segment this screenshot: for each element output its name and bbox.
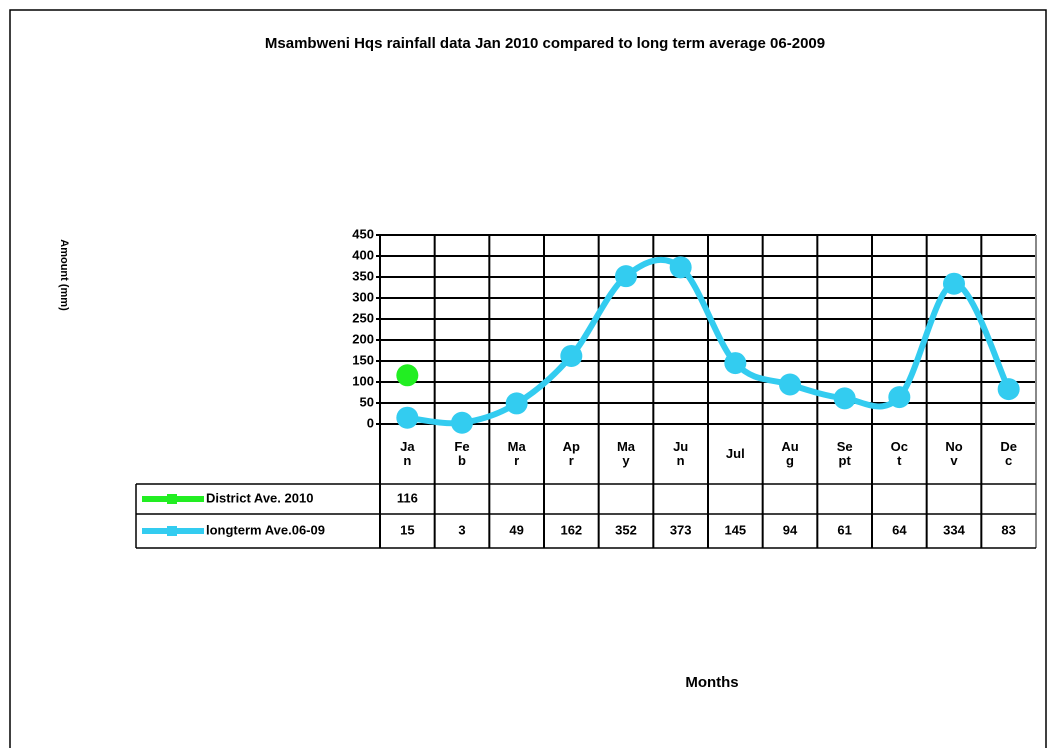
y-tick-label: 350 [352, 268, 374, 283]
y-tick-label: 200 [352, 331, 374, 346]
data-point [669, 256, 692, 279]
table-value: 373 [670, 522, 692, 537]
x-tick-label: Jan [400, 439, 415, 468]
y-tick-label: 250 [352, 310, 374, 325]
table-value: 334 [943, 522, 965, 537]
table-value: 64 [892, 522, 907, 537]
chart-title: Msambweni Hqs rainfall data Jan 2010 com… [265, 35, 825, 52]
y-tick-label: 50 [360, 394, 374, 409]
legend-marker [167, 494, 177, 504]
y-tick-label: 400 [352, 247, 374, 262]
table-value: 116 [397, 490, 418, 505]
x-tick-label: May [616, 439, 636, 468]
data-point [943, 272, 965, 295]
data-point [997, 378, 1020, 401]
data-point [396, 406, 419, 429]
y-tick-label: 100 [352, 373, 374, 388]
data-point [396, 364, 419, 387]
x-tick-label: Oct [890, 439, 908, 468]
x-tick-label: Sept [836, 439, 853, 468]
chart-border [9, 9, 1047, 748]
table-value: 3 [458, 522, 465, 537]
table-value: 61 [837, 522, 851, 537]
x-tick-label: Mar [507, 439, 526, 468]
table-value: 162 [560, 522, 582, 537]
y-axis-label: Amount (mm) [58, 239, 70, 311]
x-tick-label: Feb [454, 439, 470, 468]
data-point [888, 386, 911, 409]
y-tick-label: 300 [352, 289, 374, 304]
x-tick-label: Jul [725, 446, 745, 461]
x-tick-label: Apr [562, 439, 580, 468]
x-tick-label: Aug [781, 439, 799, 468]
legend-label: longterm Ave.06-09 [206, 522, 325, 537]
data-point [833, 387, 856, 410]
x-tick-label: Nov [945, 439, 963, 468]
data-point [779, 373, 801, 396]
table-value: 352 [615, 522, 637, 537]
legend-marker [167, 526, 177, 536]
y-tick-label: 150 [352, 352, 374, 367]
y-tick-label: 450 [352, 226, 374, 241]
table-value: 15 [400, 522, 414, 537]
x-tick-label: Dec [1000, 439, 1017, 468]
data-point [451, 411, 473, 434]
y-tick-label: 0 [367, 415, 374, 430]
table-value: 49 [509, 522, 523, 537]
x-tick-label: Jun [673, 439, 689, 468]
data-point [505, 392, 528, 415]
legend-label: District Ave. 2010 [206, 490, 313, 505]
table-value: 83 [1001, 522, 1015, 537]
table-value: 145 [724, 522, 746, 537]
data-point [615, 265, 637, 288]
x-axis-label: Months [685, 674, 738, 691]
data-point [560, 344, 583, 367]
table-value: 94 [783, 522, 798, 537]
data-point [724, 352, 747, 375]
